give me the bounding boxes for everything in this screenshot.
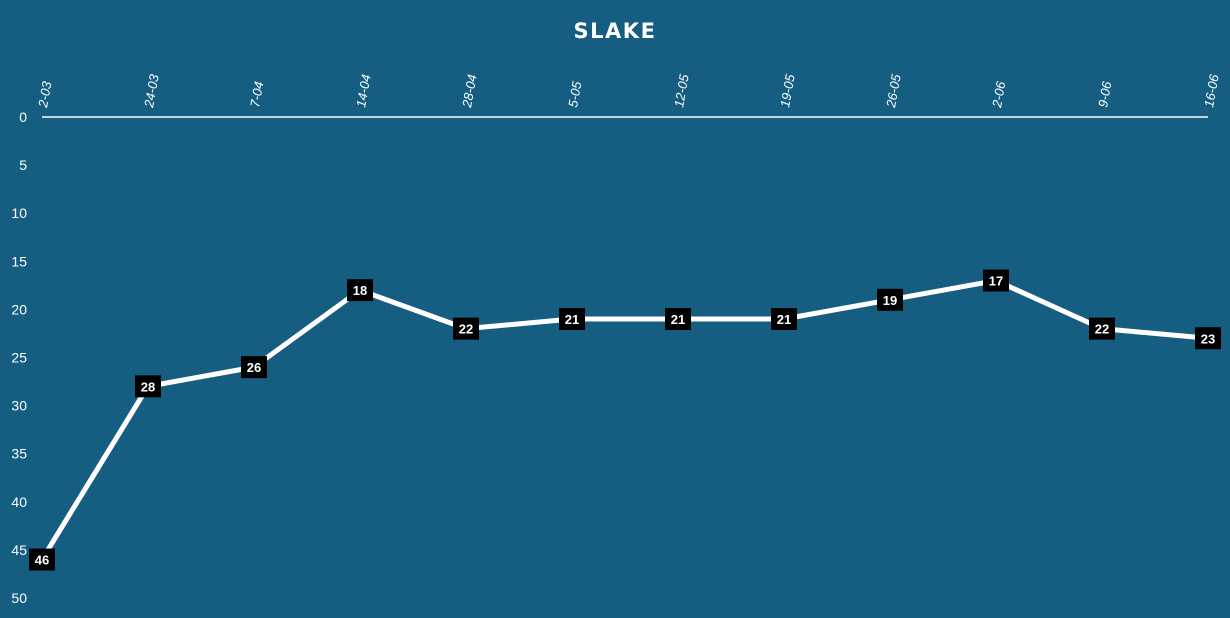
data-label-box bbox=[347, 279, 373, 302]
data-label-box bbox=[877, 288, 903, 311]
data-labels: 46 28 26 18 22 21 21 21 19 17 22 23 bbox=[29, 269, 1221, 571]
data-label-box bbox=[1089, 317, 1115, 340]
data-point: 18 bbox=[347, 279, 373, 302]
y-tick-label: 20 bbox=[11, 301, 27, 317]
data-label: 46 bbox=[35, 553, 49, 568]
data-label-box bbox=[771, 308, 797, 331]
x-tick-label: 14-04 bbox=[353, 73, 374, 108]
data-label-box bbox=[241, 356, 267, 379]
data-point: 22 bbox=[453, 317, 479, 340]
data-point: 26 bbox=[241, 356, 267, 379]
data-point: 19 bbox=[877, 288, 903, 311]
x-tick-label: 12-05 bbox=[671, 72, 692, 108]
data-label: 21 bbox=[671, 312, 685, 327]
y-tick-label: 45 bbox=[11, 542, 27, 558]
data-label: 22 bbox=[459, 322, 473, 337]
data-point: 21 bbox=[559, 308, 585, 331]
data-point: 17 bbox=[983, 269, 1009, 292]
x-axis-ticks: 2-03 24-03 7-04 14-04 28-04 5-05 12-05 19-05 26-… bbox=[35, 72, 1222, 109]
grid-lines bbox=[41, 117, 1209, 560]
data-label: 18 bbox=[353, 283, 367, 298]
chart-title: SLAKE bbox=[574, 19, 657, 43]
x-tick-label: 19-05 bbox=[777, 72, 798, 108]
data-label: 23 bbox=[1201, 331, 1215, 346]
x-tick-label: 26-05 bbox=[883, 72, 904, 109]
x-tick-label: 5-05 bbox=[565, 80, 584, 109]
x-tick-label: 7-04 bbox=[247, 80, 266, 108]
y-tick-label: 0 bbox=[19, 109, 27, 125]
y-tick-label: 50 bbox=[11, 590, 27, 606]
x-tick-label: 24-03 bbox=[141, 72, 162, 109]
data-point: 46 bbox=[29, 548, 55, 571]
x-tick-label: 2-06 bbox=[989, 80, 1009, 110]
data-point: 21 bbox=[665, 308, 691, 331]
data-point: 28 bbox=[135, 375, 161, 398]
data-label-box bbox=[135, 375, 161, 398]
y-tick-label: 35 bbox=[11, 446, 27, 462]
data-label: 22 bbox=[1095, 322, 1109, 337]
x-tick-label: 2-03 bbox=[35, 80, 55, 110]
y-tick-label: 15 bbox=[11, 253, 27, 269]
data-label-box bbox=[559, 308, 585, 331]
data-point: 22 bbox=[1089, 317, 1115, 340]
y-tick-label: 25 bbox=[11, 350, 27, 366]
data-label-box bbox=[1195, 327, 1221, 350]
y-tick-label: 5 bbox=[19, 157, 27, 173]
data-label: 19 bbox=[883, 293, 897, 308]
data-label-box bbox=[453, 317, 479, 340]
y-tick-label: 40 bbox=[11, 494, 27, 510]
data-label: 21 bbox=[565, 312, 579, 327]
data-label-box bbox=[665, 308, 691, 331]
y-tick-label: 10 bbox=[11, 205, 27, 221]
data-label-box bbox=[29, 548, 55, 571]
series-line bbox=[39, 278, 1211, 563]
x-tick-label: 28-04 bbox=[459, 73, 480, 109]
x-tick-label: 9-06 bbox=[1095, 80, 1114, 109]
y-axis-ticks: 0 5 10 15 20 25 30 35 40 45 50 bbox=[11, 109, 27, 606]
data-label: 28 bbox=[141, 379, 155, 394]
data-label: 21 bbox=[777, 312, 791, 327]
x-tick-label: 16-06 bbox=[1201, 72, 1222, 108]
y-tick-label: 30 bbox=[11, 398, 27, 414]
data-label: 17 bbox=[989, 274, 1003, 289]
data-label: 26 bbox=[247, 360, 261, 375]
data-point: 21 bbox=[771, 308, 797, 331]
data-point: 23 bbox=[1195, 327, 1221, 350]
data-label-box bbox=[983, 269, 1009, 292]
